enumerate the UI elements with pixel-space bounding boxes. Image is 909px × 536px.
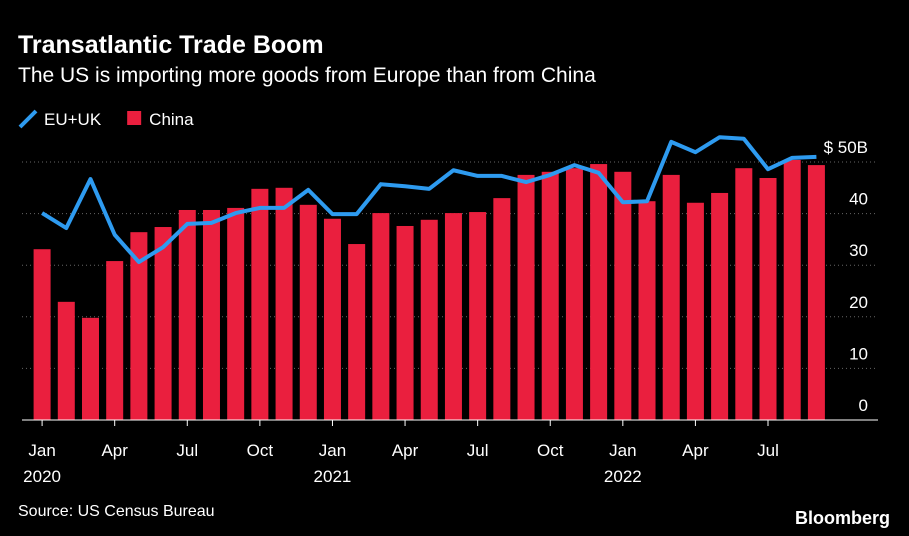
x-tick-label: Jan 2020 [23, 441, 61, 486]
bar [711, 192, 729, 420]
bar [275, 187, 293, 420]
x-tick-label: Jan 2021 [314, 441, 352, 486]
bar [396, 225, 414, 420]
bar [783, 159, 801, 420]
x-tick-label: Apr [682, 441, 709, 460]
x-tick-label: Jan 2022 [604, 441, 642, 486]
bar [33, 249, 51, 420]
bar [517, 174, 535, 420]
bar [57, 301, 75, 420]
x-tick-label: Jul [467, 441, 489, 460]
brand: Bloomberg [795, 508, 890, 528]
bar [759, 177, 777, 420]
chart-title: Transatlantic Trade Boom [18, 31, 324, 59]
bar [614, 171, 632, 420]
line [41, 135, 817, 265]
x-tick-label: Apr [392, 441, 419, 460]
bar [299, 204, 317, 420]
bar [469, 212, 487, 420]
y-tick-label: 20 [849, 293, 868, 312]
bar [251, 188, 269, 420]
bar [590, 164, 608, 420]
bar [130, 232, 148, 420]
chart-subtitle: The US is importing more goods from Euro… [18, 64, 596, 87]
y-tick-label: $ 50B [824, 138, 868, 157]
bar [638, 201, 656, 420]
bar [420, 219, 438, 420]
x-tick-label: Oct [537, 441, 564, 460]
bar [81, 317, 99, 420]
x-tick-label: Oct [247, 441, 274, 460]
bar [541, 171, 559, 420]
source: Source: US Census Bureau [18, 503, 215, 520]
bar [807, 165, 825, 420]
bar [372, 213, 390, 420]
bar [106, 261, 124, 420]
y-tick-label: 40 [849, 190, 868, 209]
bar [227, 207, 245, 420]
bar [323, 218, 341, 420]
bar [178, 209, 196, 420]
y-tick-label: 10 [849, 344, 868, 363]
legend-swatch [18, 109, 38, 129]
y-tick-label: 30 [849, 241, 868, 260]
x-tick-label: Apr [101, 441, 128, 460]
bar [686, 202, 704, 420]
bar [493, 198, 511, 420]
legend-swatch [127, 111, 142, 125]
bar [662, 174, 680, 420]
bar [565, 168, 583, 420]
y-tick-label: 0 [859, 396, 868, 415]
bar [202, 209, 220, 420]
bar [735, 168, 753, 420]
legend-label: China [149, 110, 194, 129]
bar [348, 244, 366, 420]
legend-label: EU+UK [44, 110, 102, 129]
bar [444, 213, 462, 420]
bar [154, 227, 172, 420]
x-tick-label: Jul [757, 441, 779, 460]
x-tick-label: Jul [176, 441, 198, 460]
